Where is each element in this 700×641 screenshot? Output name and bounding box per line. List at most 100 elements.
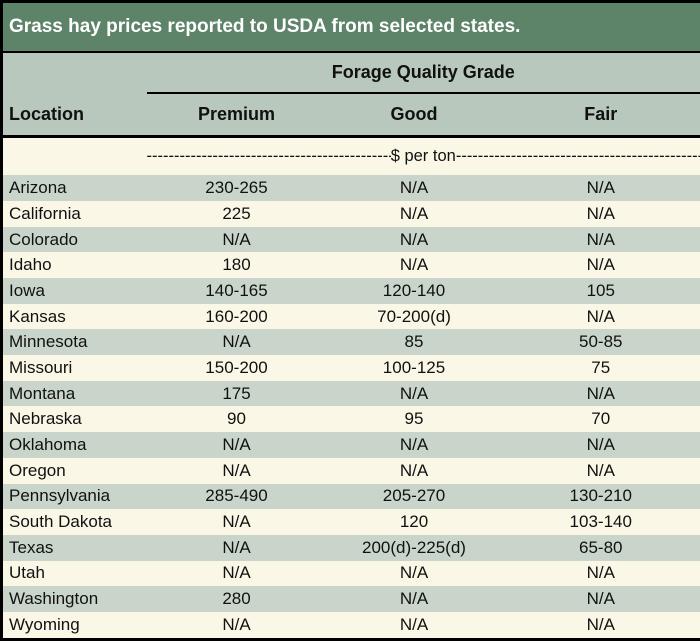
price-cell: N/A (326, 201, 502, 227)
price-cell: 100-125 (326, 355, 502, 381)
location-cell: Montana (1, 380, 147, 407)
location-cell: California (1, 201, 147, 227)
table-row: Nebraska 90 95 70 (1, 406, 700, 433)
table-row: Utah N/A N/A N/A (1, 560, 700, 587)
location-cell: Texas (1, 534, 147, 561)
group-header-spacer (1, 52, 147, 94)
title-row: Grass hay prices reported to USDA from s… (1, 1, 700, 54)
price-cell: 280 (146, 586, 327, 612)
location-cell: Nebraska (1, 406, 147, 433)
price-cell: 225 (146, 201, 327, 227)
price-cell: N/A (501, 457, 700, 484)
unit-row-spacer (1, 136, 147, 176)
location-cell: Oregon (1, 457, 147, 484)
column-header-good: Good (326, 93, 502, 138)
price-cell: N/A (146, 560, 327, 587)
price-cell: N/A (501, 432, 700, 458)
price-cell: N/A (326, 457, 502, 484)
price-cell: 140-165 (146, 278, 327, 304)
price-cell: N/A (501, 175, 700, 202)
column-header-fair: Fair (501, 93, 700, 138)
price-cell: N/A (146, 534, 327, 561)
price-cell: 120 (326, 509, 502, 535)
location-cell: Idaho (1, 252, 147, 279)
table-row: California 225 N/A N/A (1, 201, 700, 227)
price-cell: 160-200 (146, 303, 327, 330)
price-cell: 230-265 (146, 175, 327, 202)
price-cell: N/A (146, 457, 327, 484)
price-cell: N/A (326, 560, 502, 587)
table-row: Minnesota N/A 85 50-85 (1, 329, 700, 356)
table-row: Arizona 230-265 N/A N/A (1, 175, 700, 202)
price-cell: N/A (146, 329, 327, 356)
price-cell: 90 (146, 406, 327, 433)
price-cell: 130-210 (501, 483, 700, 510)
price-cell: 70-200(d) (326, 303, 502, 330)
unit-row: ----------------------------------------… (1, 136, 700, 176)
group-header-row: Forage Quality Grade (1, 52, 700, 95)
table-title: Grass hay prices reported to USDA from s… (1, 1, 700, 54)
location-cell: Iowa (1, 278, 147, 304)
price-cell: N/A (326, 586, 502, 612)
price-cell: N/A (326, 175, 502, 202)
price-cell: 175 (146, 380, 327, 407)
table-body: Arizona 230-265 N/A N/A California 225 N/A N/A C… (1, 175, 700, 640)
unit-cell: ----------------------------------------… (146, 136, 700, 176)
location-cell: Pennsylvania (1, 483, 147, 510)
price-cell: 95 (326, 406, 502, 433)
table-row: Montana 175 N/A N/A (1, 380, 700, 407)
table-row: Washington 280 N/A N/A (1, 586, 700, 612)
price-cell: N/A (501, 611, 700, 640)
unit-ruler: ----------------------------------------… (147, 147, 700, 166)
table-row: Colorado N/A N/A N/A (1, 226, 700, 253)
location-cell: Missouri (1, 355, 147, 381)
price-cell: N/A (501, 201, 700, 227)
price-cell: 205-270 (326, 483, 502, 510)
price-cell: N/A (501, 303, 700, 330)
price-cell: N/A (326, 432, 502, 458)
price-cell: N/A (326, 226, 502, 253)
price-cell: 200(d)-225(d) (326, 534, 502, 561)
dash-fill-right: ----------------------------------------… (455, 147, 700, 166)
price-cell: N/A (146, 611, 327, 640)
price-cell: N/A (501, 586, 700, 612)
price-cell: N/A (146, 432, 327, 458)
unit-label: $ per ton (390, 147, 456, 166)
price-cell: 105 (501, 278, 700, 304)
price-cell: 120-140 (326, 278, 502, 304)
price-cell: N/A (501, 252, 700, 279)
dash-fill-left: ----------------------------------------… (146, 147, 391, 166)
column-header-row: Location Premium Good Fair (1, 93, 700, 138)
price-cell: 150-200 (146, 355, 327, 381)
price-cell: N/A (501, 380, 700, 407)
price-cell: 285-490 (146, 483, 327, 510)
location-cell: Colorado (1, 226, 147, 253)
location-cell: Washington (1, 586, 147, 612)
price-cell: N/A (501, 560, 700, 587)
location-cell: Arizona (1, 175, 147, 202)
location-cell: Oklahoma (1, 432, 147, 458)
table-row: Texas N/A 200(d)-225(d) 65-80 (1, 534, 700, 561)
price-cell: 103-140 (501, 509, 700, 535)
table-row: Oklahoma N/A N/A N/A (1, 432, 700, 458)
price-cell: 75 (501, 355, 700, 381)
location-cell: Minnesota (1, 329, 147, 356)
price-cell: N/A (146, 509, 327, 535)
table-row: Iowa 140-165 120-140 105 (1, 278, 700, 304)
table-row: South Dakota N/A 120 103-140 (1, 509, 700, 535)
location-cell: South Dakota (1, 509, 147, 535)
price-cell: N/A (326, 252, 502, 279)
price-cell: N/A (146, 226, 327, 253)
price-cell: 85 (326, 329, 502, 356)
table-row: Kansas 160-200 70-200(d) N/A (1, 303, 700, 330)
group-header: Forage Quality Grade (146, 52, 700, 95)
table-row: Wyoming N/A N/A N/A (1, 611, 700, 640)
price-cell: 180 (146, 252, 327, 279)
price-cell: 70 (501, 406, 700, 433)
price-cell: 50-85 (501, 329, 700, 356)
column-header-location: Location (1, 93, 147, 138)
location-cell: Utah (1, 560, 147, 587)
location-cell: Wyoming (1, 611, 147, 640)
